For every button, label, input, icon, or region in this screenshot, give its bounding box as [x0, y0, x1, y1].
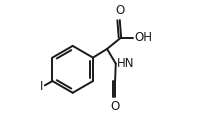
Text: O: O	[115, 4, 124, 17]
Text: O: O	[110, 100, 119, 113]
Text: I: I	[40, 80, 43, 93]
Text: HN: HN	[117, 57, 134, 70]
Text: OH: OH	[134, 31, 152, 44]
